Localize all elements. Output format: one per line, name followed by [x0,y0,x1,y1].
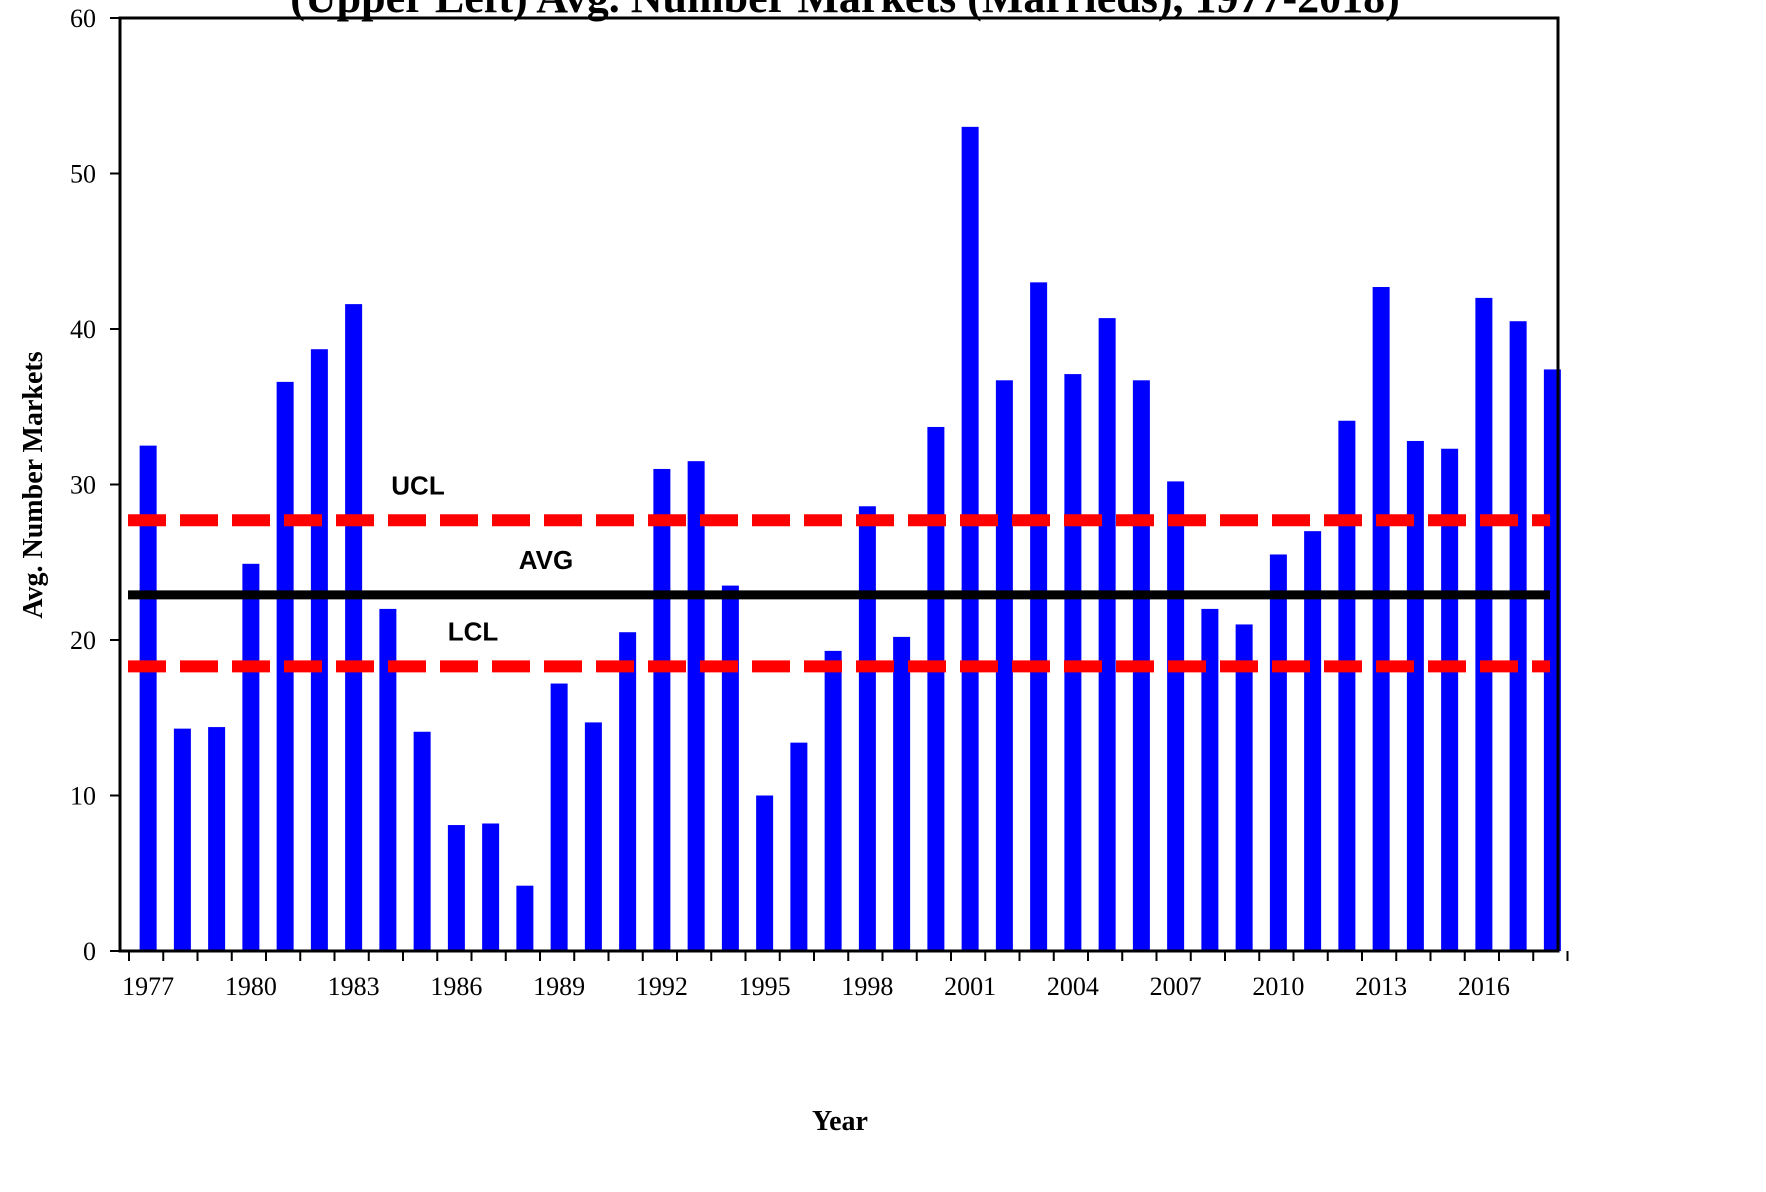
bar-2001 [961,126,979,952]
y-tick-label: 30 [70,471,96,500]
bar-2008 [1201,608,1219,951]
bar-2003 [1030,282,1048,952]
bar-1998 [858,506,876,951]
bar-1979 [208,727,226,951]
bar-1990 [584,722,602,951]
bar-1986 [447,825,465,951]
bar-1994 [721,585,739,951]
lcl-label: LCL [448,616,499,646]
bar-1995 [756,795,774,951]
x-tick-label: 1989 [533,972,585,1001]
bar-1977 [139,445,157,951]
bar-2016 [1475,297,1493,951]
bar-2013 [1372,287,1390,951]
x-ticks-group: 1977 1980 1983 1986 1989 1992 1995 1998 2001 2004… [122,951,1569,1001]
bar-1999 [893,636,911,951]
bar-2009 [1235,624,1253,951]
x-axis-title: Year [812,1106,868,1137]
x-tick-label: 2001 [944,972,996,1001]
x-tick-label: 2004 [1047,972,1099,1001]
bar-1982 [310,349,328,952]
x-tick-label: 1986 [430,972,482,1001]
x-tick-label: 1995 [739,972,791,1001]
bar-1984 [379,608,397,951]
x-tick-label: 1992 [636,972,688,1001]
y-tick-label: 50 [70,160,96,189]
ucl-label: UCL [391,470,445,500]
x-tick-label: 2010 [1252,972,1304,1001]
y-axis-title: Avg. Number Markets [18,351,49,618]
bar-1987 [482,823,500,951]
bar-1978 [173,728,191,951]
bar-2011 [1304,531,1322,951]
bar-2007 [1167,481,1185,951]
bar-1991 [619,632,637,951]
bar-1988 [516,885,534,951]
bar-1985 [413,731,431,951]
bars-group [139,126,1561,952]
x-tick-label: 2016 [1458,972,1510,1001]
y-tick-label: 40 [70,315,96,344]
y-tick-label: 60 [70,4,96,33]
bar-1997 [824,650,842,951]
bar-1992 [653,468,671,951]
x-tick-label: 2013 [1355,972,1407,1001]
y-ticks-group: 0 10 20 30 40 50 60 [70,4,120,966]
bar-2015 [1441,448,1459,951]
reference-lines-group: UCL AVG LCL [128,470,1550,673]
bar-1980 [242,563,260,951]
bar-1983 [345,304,363,951]
bar-2014 [1406,440,1424,951]
y-tick-label: 10 [70,782,96,811]
bar-1989 [550,683,568,951]
bar-1996 [790,742,808,951]
bar-1993 [687,461,705,951]
x-tick-label: 1980 [225,972,277,1001]
avg-label: AVG [519,545,573,575]
bar-2010 [1269,554,1287,951]
bar-2002 [995,380,1013,951]
x-tick-label: 1983 [328,972,380,1001]
y-tick-label: 0 [83,937,96,966]
bar-2000 [927,426,945,952]
y-tick-label: 20 [70,626,96,655]
x-tick-label: 1998 [841,972,893,1001]
bar-2012 [1338,420,1356,951]
x-tick-label: 2007 [1150,972,1202,1001]
bar-2017 [1509,321,1527,952]
bar-2005 [1098,318,1116,951]
x-tick-label: 1977 [122,972,174,1001]
